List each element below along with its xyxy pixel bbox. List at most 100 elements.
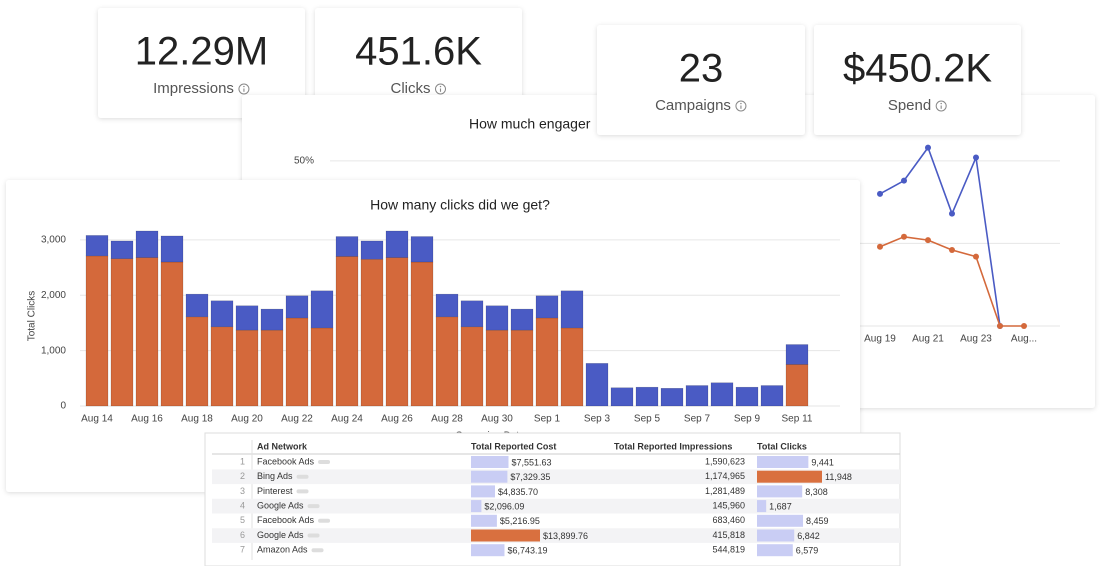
impressions: 415,818 — [712, 530, 745, 540]
row-index: 6 — [240, 530, 245, 540]
bar-segment — [310, 290, 334, 329]
clicks-label: 8,459 — [806, 516, 829, 526]
card — [597, 25, 805, 135]
bar-segment — [660, 388, 684, 407]
bar-segment — [185, 293, 209, 318]
blurred-suffix — [311, 548, 324, 553]
table-row-stripe — [212, 528, 900, 543]
cost-bar — [471, 456, 509, 468]
bar-segment — [360, 258, 384, 407]
bar-segment — [185, 316, 209, 407]
bar-segment — [235, 329, 259, 407]
line-series — [879, 145, 1001, 327]
cost-label: $5,216.95 — [500, 516, 540, 526]
ad-network: Google Ads — [257, 530, 304, 540]
x-tick-label: Aug 23 — [960, 334, 992, 345]
bar-segment — [610, 387, 634, 407]
bar-segment — [410, 236, 434, 263]
line-point — [877, 243, 883, 250]
bar-segment — [110, 258, 134, 407]
bar-segment — [260, 329, 284, 407]
line-point — [925, 237, 931, 244]
table-row-stripe — [212, 469, 900, 485]
info-icon-dot — [940, 102, 942, 105]
clicks-bar — [757, 514, 804, 527]
impressions: 1,281,489 — [705, 486, 745, 496]
x-tick-label: Aug 20 — [231, 414, 263, 425]
bar-segment — [160, 261, 184, 407]
bar-segment — [585, 363, 609, 407]
bar-segment — [560, 327, 584, 407]
x-tick-label: Aug 19 — [864, 334, 896, 345]
kpi-value: 12.29M — [135, 30, 268, 74]
cost-bar — [471, 470, 508, 483]
cost-label: $4,835.70 — [498, 487, 538, 497]
x-tick-label: Sep 1 — [534, 414, 561, 425]
cost-bar — [471, 500, 482, 513]
row-index: 1 — [240, 456, 245, 466]
table-header: Ad Network — [257, 441, 308, 451]
x-tick-label: Aug 16 — [131, 414, 163, 425]
kpi-label: Impressions — [153, 80, 234, 97]
ad-network: Pinterest — [257, 486, 293, 496]
line-point — [949, 247, 955, 254]
impressions: 1,174,965 — [705, 471, 745, 481]
card — [814, 25, 1021, 135]
x-tick-label: Aug 24 — [331, 414, 363, 425]
chart-title: How many clicks did we get? — [370, 197, 550, 213]
cost-label: $7,551.63 — [511, 457, 551, 467]
cost-bar — [471, 514, 497, 527]
bar-segment — [435, 293, 459, 318]
bar-segment — [685, 385, 709, 407]
y-tick-label: 2,000 — [41, 290, 66, 301]
clicks-bar — [757, 500, 767, 513]
info-icon-dot — [243, 85, 245, 88]
bar-segment — [760, 385, 784, 407]
bar-segment — [560, 290, 584, 329]
x-tick-label: Aug 30 — [481, 414, 513, 425]
info-icon — [435, 83, 446, 95]
chart-title: How much engager — [469, 116, 591, 132]
x-tick-label: Aug 28 — [431, 414, 463, 425]
clicks-bar — [757, 544, 793, 557]
bar-segment — [285, 317, 309, 407]
x-tick-label: Sep 7 — [684, 414, 711, 425]
x-tick-label: Aug... — [1011, 334, 1037, 345]
ad-network: Facebook Ads — [257, 515, 315, 525]
line-point — [1021, 323, 1027, 329]
bar-segment — [435, 316, 459, 407]
line-point — [925, 144, 931, 151]
kpi-label: Spend — [888, 97, 931, 114]
bar-segment — [135, 257, 159, 407]
bar-segment — [85, 235, 109, 257]
x-tick-label: Aug 18 — [181, 414, 213, 425]
bar-segment — [535, 317, 559, 407]
y-axis-label: Total Clicks — [27, 291, 38, 342]
bar-segment — [335, 256, 359, 407]
kpi-label: Clicks — [391, 80, 431, 97]
row-index: 3 — [240, 486, 245, 496]
clicks-label: 9,441 — [811, 457, 834, 467]
row-index: 2 — [240, 471, 245, 481]
bar-segment — [85, 255, 109, 407]
table-header: Total Clicks — [757, 441, 807, 451]
x-tick-label: Sep 3 — [584, 414, 611, 425]
bar-segment — [360, 240, 384, 260]
blurred-suffix — [318, 460, 331, 464]
clicks-label: 6,579 — [796, 546, 819, 556]
bar-segment — [235, 305, 259, 331]
bar-segment — [210, 300, 234, 328]
kpi-value: $450.2K — [843, 47, 992, 91]
clicks-bar — [757, 485, 803, 498]
table-row-stripe — [212, 498, 900, 514]
line-point — [997, 323, 1003, 329]
bar-segment — [135, 230, 159, 258]
row-index: 7 — [240, 545, 245, 555]
line-point — [877, 190, 883, 197]
x-tick-label: Aug 22 — [281, 414, 313, 425]
bar-segment — [110, 240, 134, 259]
impressions: 683,460 — [712, 515, 745, 525]
line-point — [973, 253, 979, 260]
ad-network: Google Ads — [257, 500, 304, 510]
